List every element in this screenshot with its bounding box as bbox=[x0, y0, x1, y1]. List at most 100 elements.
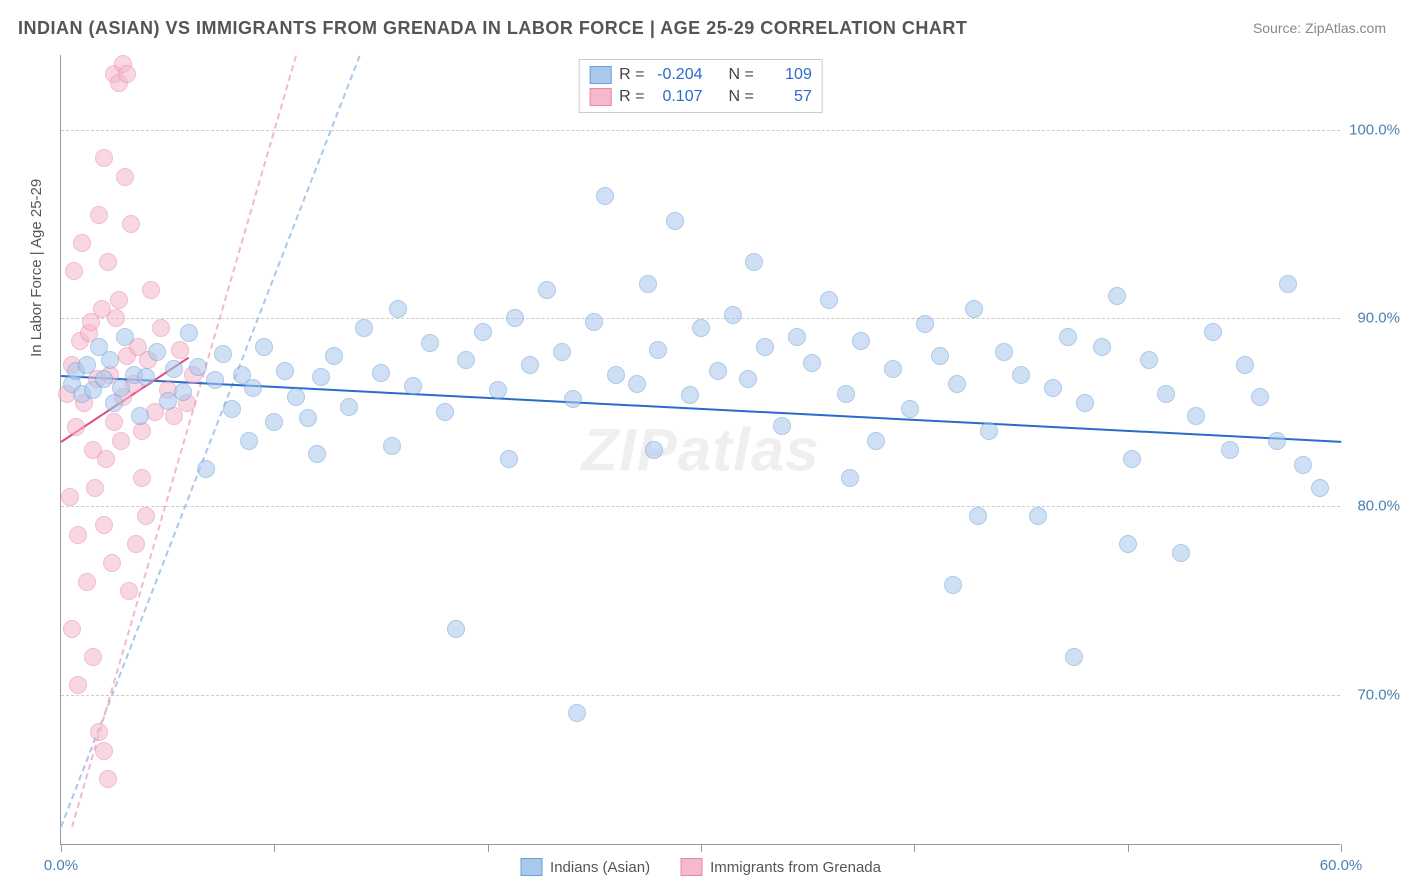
plot-area: ZIPatlas R = -0.204 N = 109 R = 0.107 N … bbox=[60, 55, 1340, 845]
data-point-series-0 bbox=[980, 422, 998, 440]
stat-label-n: N = bbox=[729, 66, 754, 84]
data-point-series-0 bbox=[948, 375, 966, 393]
data-point-series-1 bbox=[69, 676, 87, 694]
data-point-series-0 bbox=[1279, 275, 1297, 293]
data-point-series-0 bbox=[421, 334, 439, 352]
data-point-series-1 bbox=[69, 526, 87, 544]
data-point-series-0 bbox=[841, 469, 859, 487]
data-point-series-0 bbox=[585, 313, 603, 331]
data-point-series-1 bbox=[82, 313, 100, 331]
data-point-series-0 bbox=[447, 620, 465, 638]
data-point-series-0 bbox=[724, 306, 742, 324]
data-point-series-0 bbox=[214, 345, 232, 363]
data-point-series-0 bbox=[1123, 450, 1141, 468]
data-point-series-1 bbox=[171, 341, 189, 359]
data-point-series-0 bbox=[803, 354, 821, 372]
data-point-series-1 bbox=[99, 770, 117, 788]
data-point-series-0 bbox=[265, 413, 283, 431]
data-point-series-0 bbox=[383, 437, 401, 455]
data-point-series-0 bbox=[739, 370, 757, 388]
data-point-series-0 bbox=[489, 381, 507, 399]
data-point-series-0 bbox=[1236, 356, 1254, 374]
data-point-series-0 bbox=[1119, 535, 1137, 553]
data-point-series-0 bbox=[538, 281, 556, 299]
data-point-series-0 bbox=[131, 407, 149, 425]
data-point-series-0 bbox=[1029, 507, 1047, 525]
x-tick bbox=[701, 844, 702, 852]
x-tick bbox=[1128, 844, 1129, 852]
data-point-series-0 bbox=[255, 338, 273, 356]
data-point-series-0 bbox=[916, 315, 934, 333]
data-point-series-0 bbox=[506, 309, 524, 327]
stat-label-n: N = bbox=[729, 88, 754, 106]
data-point-series-0 bbox=[645, 441, 663, 459]
data-point-series-0 bbox=[165, 360, 183, 378]
legend-swatch-0 bbox=[520, 858, 542, 876]
y-tick-label: 70.0% bbox=[1345, 686, 1400, 703]
data-point-series-1 bbox=[120, 582, 138, 600]
data-point-series-0 bbox=[436, 403, 454, 421]
data-point-series-1 bbox=[63, 620, 81, 638]
data-point-series-0 bbox=[276, 362, 294, 380]
data-point-series-0 bbox=[852, 332, 870, 350]
data-point-series-0 bbox=[1093, 338, 1111, 356]
data-point-series-0 bbox=[1204, 323, 1222, 341]
data-point-series-0 bbox=[692, 319, 710, 337]
data-point-series-0 bbox=[709, 362, 727, 380]
data-point-series-0 bbox=[404, 377, 422, 395]
stat-r-0: -0.204 bbox=[653, 66, 703, 84]
data-point-series-1 bbox=[152, 319, 170, 337]
data-point-series-0 bbox=[244, 379, 262, 397]
data-point-series-0 bbox=[101, 351, 119, 369]
data-point-series-0 bbox=[78, 356, 96, 374]
data-point-series-0 bbox=[553, 343, 571, 361]
data-point-series-0 bbox=[148, 343, 166, 361]
swatch-series-0 bbox=[589, 66, 611, 84]
bottom-legend: Indians (Asian) Immigrants from Grenada bbox=[520, 858, 881, 876]
data-point-series-0 bbox=[969, 507, 987, 525]
data-point-series-0 bbox=[1311, 479, 1329, 497]
gridline-horizontal bbox=[61, 506, 1340, 507]
data-point-series-0 bbox=[137, 368, 155, 386]
y-tick-label: 100.0% bbox=[1345, 122, 1400, 139]
data-point-series-1 bbox=[103, 554, 121, 572]
data-point-series-0 bbox=[197, 460, 215, 478]
data-point-series-1 bbox=[67, 418, 85, 436]
stat-r-1: 0.107 bbox=[653, 88, 703, 106]
data-point-series-0 bbox=[180, 324, 198, 342]
data-point-series-0 bbox=[965, 300, 983, 318]
x-tick-label: 0.0% bbox=[44, 857, 78, 874]
data-point-series-0 bbox=[206, 371, 224, 389]
x-tick-label: 60.0% bbox=[1320, 857, 1363, 874]
data-point-series-0 bbox=[372, 364, 390, 382]
x-tick bbox=[61, 844, 62, 852]
data-point-series-1 bbox=[95, 516, 113, 534]
data-point-series-0 bbox=[95, 370, 113, 388]
data-point-series-0 bbox=[1076, 394, 1094, 412]
data-point-series-1 bbox=[107, 309, 125, 327]
stat-label-r: R = bbox=[619, 88, 644, 106]
data-point-series-1 bbox=[97, 450, 115, 468]
data-point-series-0 bbox=[568, 704, 586, 722]
data-point-series-1 bbox=[84, 648, 102, 666]
legend-item-0: Indians (Asian) bbox=[520, 858, 650, 876]
data-point-series-0 bbox=[240, 432, 258, 450]
legend-label-0: Indians (Asian) bbox=[550, 859, 650, 876]
data-point-series-0 bbox=[867, 432, 885, 450]
data-point-series-0 bbox=[773, 417, 791, 435]
legend-item-1: Immigrants from Grenada bbox=[680, 858, 881, 876]
stat-n-1: 57 bbox=[762, 88, 812, 106]
data-point-series-0 bbox=[1251, 388, 1269, 406]
data-point-series-0 bbox=[788, 328, 806, 346]
data-point-series-0 bbox=[944, 576, 962, 594]
x-tick bbox=[1341, 844, 1342, 852]
data-point-series-0 bbox=[116, 328, 134, 346]
data-point-series-0 bbox=[389, 300, 407, 318]
data-point-series-0 bbox=[223, 400, 241, 418]
data-point-series-1 bbox=[78, 573, 96, 591]
y-tick-label: 80.0% bbox=[1345, 498, 1400, 515]
diagonal-guide-1 bbox=[71, 56, 297, 828]
data-point-series-1 bbox=[105, 413, 123, 431]
data-point-series-0 bbox=[995, 343, 1013, 361]
data-point-series-0 bbox=[1157, 385, 1175, 403]
